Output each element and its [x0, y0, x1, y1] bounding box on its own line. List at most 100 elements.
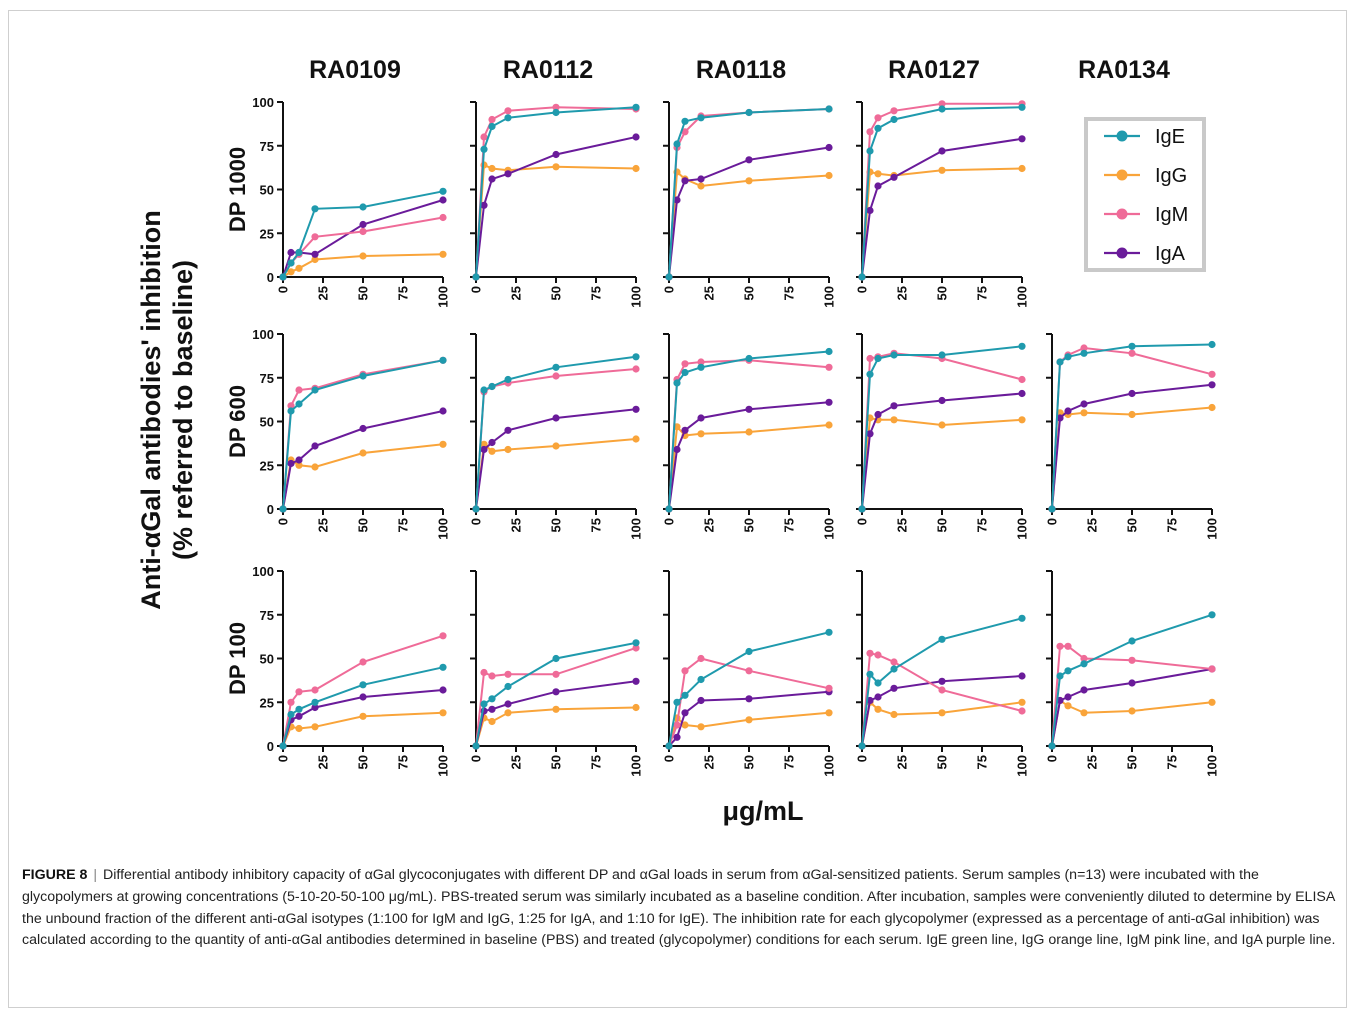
x-tick-label: 100: [1015, 518, 1030, 540]
x-tick-label: 25: [316, 518, 331, 532]
x-tick-label: 100: [822, 755, 837, 777]
point-iga: [1018, 135, 1026, 143]
legend-item-igg: IgG: [1104, 165, 1187, 187]
legend-marker: [1116, 208, 1128, 220]
point-ige: [858, 273, 866, 281]
x-tick-label: 25: [895, 286, 910, 300]
x-tick-label: 50: [356, 518, 371, 532]
x-tick-label: 75: [396, 518, 411, 532]
point-iga: [825, 143, 833, 152]
point-ige: [480, 145, 488, 153]
point-igm: [890, 107, 898, 115]
point-igg: [287, 268, 295, 276]
point-igg: [825, 171, 833, 180]
row-title-dp-100: DP 100: [225, 622, 250, 695]
series-line-ige: [861, 106, 1023, 278]
column-title-ra0118: RA0118: [696, 56, 786, 84]
point-ige: [745, 108, 753, 117]
series-line-ige: [861, 345, 1023, 510]
x-tick-label: 0: [1045, 755, 1060, 762]
legend-label: IgE: [1155, 126, 1185, 148]
point-iga: [504, 426, 512, 434]
series-line-ige: [668, 631, 830, 747]
point-ige: [825, 628, 833, 636]
point-ige: [825, 347, 833, 356]
x-tick-label: 25: [509, 286, 524, 300]
point-ige: [1048, 742, 1056, 750]
point-iga: [632, 677, 640, 685]
point-ige: [1080, 660, 1088, 668]
legend-item-ige: IgE: [1104, 126, 1185, 148]
panel-dp-600-ra0127: 0 25 50 75 100: [855, 333, 1030, 540]
point-igm: [681, 667, 689, 675]
point-iga: [1080, 400, 1088, 408]
point-iga: [938, 396, 946, 405]
x-tick-label: 100: [1015, 755, 1030, 777]
x-tick-label: 100: [436, 518, 451, 540]
point-igm: [938, 100, 946, 108]
series-line-iga: [861, 392, 1023, 510]
point-igg: [697, 723, 705, 731]
column-title-ra0134: RA0134: [1078, 56, 1170, 84]
point-ige: [866, 670, 874, 678]
legend-marker: [1116, 247, 1128, 259]
point-ige: [359, 203, 367, 211]
point-igm: [488, 115, 496, 124]
series-line-iga: [475, 408, 637, 510]
y-tick-label: 0: [267, 739, 274, 754]
series-line-igm: [475, 106, 637, 278]
series-line-iga: [861, 137, 1023, 278]
row-title-dp-1000: DP 1000: [225, 147, 250, 232]
point-iga: [866, 206, 874, 215]
point-igm: [552, 670, 560, 678]
point-iga: [745, 405, 753, 413]
point-iga: [745, 156, 753, 164]
point-ige: [1208, 611, 1216, 619]
point-iga: [287, 248, 295, 257]
y-tick-label: 75: [260, 371, 274, 386]
column-title-ra0112: RA0112: [503, 56, 593, 84]
series-line-ige: [861, 617, 1023, 747]
point-iga: [681, 709, 689, 717]
point-igg: [825, 421, 833, 429]
point-igm: [311, 233, 319, 241]
point-iga: [890, 684, 898, 692]
column-title-ra0109: RA0109: [309, 56, 401, 84]
point-igm: [1018, 375, 1026, 384]
point-iga: [552, 414, 560, 422]
x-tick-label: 75: [589, 755, 604, 769]
x-tick-label: 75: [782, 518, 797, 532]
series-line-ige: [282, 666, 444, 747]
x-tick-label: 100: [1015, 286, 1030, 308]
point-iga: [1208, 381, 1216, 389]
point-igm: [480, 668, 488, 677]
point-igg: [1080, 709, 1088, 717]
point-igm: [938, 686, 946, 694]
point-ige: [552, 108, 560, 117]
series-line-igg: [475, 163, 637, 278]
point-ige: [504, 682, 512, 691]
point-ige: [745, 647, 753, 656]
point-igm: [1056, 642, 1064, 650]
legend-marker: [1116, 169, 1128, 181]
point-ige: [1018, 103, 1026, 111]
y-tick-label: 50: [260, 183, 274, 198]
point-igm: [866, 354, 874, 363]
point-iga: [311, 442, 319, 450]
series-line-igg: [861, 416, 1023, 510]
x-tick-label: 75: [975, 755, 990, 769]
point-igm: [480, 133, 488, 141]
point-ige: [1048, 505, 1056, 513]
series-line-igg: [668, 424, 830, 510]
x-tick-label: 50: [935, 286, 950, 300]
x-tick-label: 50: [742, 755, 757, 769]
x-tick-label: 50: [935, 518, 950, 532]
point-ige: [295, 400, 303, 408]
point-ige: [359, 372, 367, 380]
point-iga: [1018, 389, 1026, 398]
point-igg: [488, 717, 496, 726]
point-iga: [1128, 389, 1136, 398]
point-ige: [279, 742, 287, 750]
point-igm: [681, 128, 689, 136]
point-igg: [890, 710, 898, 719]
